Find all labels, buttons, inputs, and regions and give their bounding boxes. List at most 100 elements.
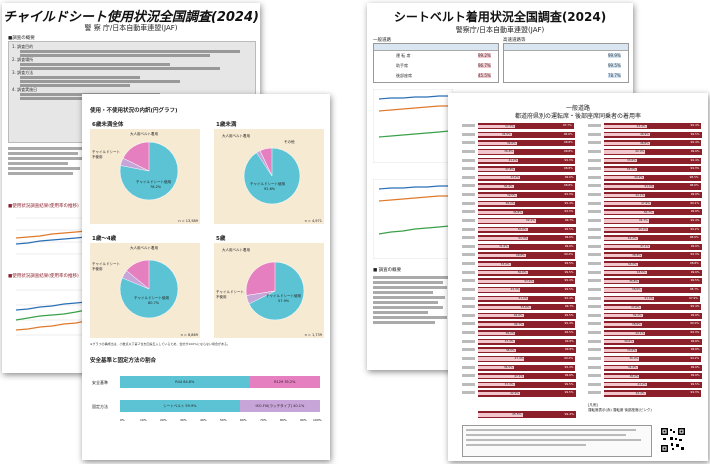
rear-seat-bar: 46.7% (478, 322, 524, 327)
driver-bar: 43.2% 99.6% (478, 174, 576, 181)
driver-bar: 33.6% 99.6% (604, 347, 702, 354)
prefecture-bar-row: 33.2% 99.5% (462, 261, 578, 268)
prefecture-label (462, 244, 475, 248)
rear-seat-bar: 51.4% (604, 184, 655, 189)
rear-seat-bar: 38.2% (478, 331, 516, 335)
rear-seat-value: 37.7% (505, 123, 514, 128)
driver-value: 99.6% (690, 373, 700, 378)
pie-main-value: 80.7% (148, 301, 160, 305)
pie-side-label: チャイルドシート不使用 (92, 150, 120, 159)
stacked-bar-chart: 安全基準 R44 64.8% R129 35.2% 固定方法 シートベルト 59… (90, 366, 324, 446)
prefecture-label (462, 218, 475, 222)
rear-seat-bar: 31.6% (478, 244, 509, 249)
prefecture-label (588, 270, 601, 274)
driver-value: 99.5% (564, 226, 574, 231)
driver-bar: 45.2% 99.2% (604, 226, 702, 233)
pie-side-label: チャイルドシート不使用 (92, 262, 120, 271)
rear-seat-bar: 47.1% (478, 374, 525, 378)
prefecture-bar-row: 47.4% 99.0% (462, 355, 578, 363)
right-chart-2 (373, 179, 453, 259)
prefecture-label (462, 141, 475, 145)
driver-value: 98.6% (689, 235, 699, 240)
prefecture-bar-row: 43.2% 99.6% (462, 174, 578, 181)
driver-bar: 34.5% 98.6% (478, 131, 575, 138)
driver-bar: 45.8% 99.3% (478, 209, 576, 216)
pie-main-label: チャイルドシート使用 (250, 182, 285, 186)
footer-line: [凡例] (588, 403, 598, 407)
driver-value: 99.8% (564, 338, 574, 343)
rear-seat-bar: 33.2% (478, 262, 511, 266)
driver-value: 99.5% (564, 381, 574, 386)
rear-seat-bar: 48.8% (478, 253, 526, 258)
driver-bar: 50.6% 99.5% (478, 269, 576, 276)
pie-main-value: 57.9% (278, 299, 290, 303)
rear-seat-value: 42.9% (510, 390, 520, 395)
rear-seat-bar: 30.6% (604, 339, 634, 344)
driver-bar: 41.2% 99.3% (478, 157, 576, 164)
prefecture-label (462, 313, 475, 317)
rear-seat-value: 38.8% (632, 252, 642, 257)
driver-value: 99.0% (564, 252, 574, 257)
prefecture-bar-row: 45.7% 99.4% (588, 217, 704, 225)
driver-value: 99.6% (690, 338, 700, 343)
rear-seat-value: 42.4% (635, 390, 645, 395)
driver-value: 99.4% (564, 321, 574, 326)
axis-tick: 90% (300, 418, 307, 422)
rear-seat-value: 51.4% (644, 296, 654, 301)
prefecture-bar-row: 34.2% 98.6% (588, 235, 704, 242)
prefecture-bar-row: 37.3% 99.8% (462, 338, 578, 345)
prefecture-bar-row: 39.5% 99.3% (462, 192, 578, 199)
prefecture-label (588, 296, 601, 300)
rear-seat-bar: 36.8% (478, 149, 515, 154)
driver-value: 99.6% (690, 312, 700, 317)
driver-bar: 37.6% 99.4% (604, 304, 702, 311)
driver-bar: 39.6% 98.8% (478, 140, 575, 147)
prefecture-bar-row: 40.9% 98.5% (588, 174, 704, 181)
rear-seat-value: 38.2% (505, 201, 515, 206)
prefecture-label (588, 244, 601, 248)
prefecture-label (588, 175, 601, 179)
driver-value: 98.6% (563, 131, 573, 136)
driver-bar: 35.8% 99.5% (604, 278, 702, 285)
driver-value: 99.4% (690, 217, 700, 222)
rear-seat-value: 51.4% (518, 296, 528, 301)
prefecture-label (462, 356, 475, 360)
rear-seat-value: 45.7% (638, 218, 648, 223)
prefecture-bar-row: 46.9% 99.5% (588, 131, 704, 138)
prefecture-label (462, 167, 475, 171)
prefecture-bar-row: 50.6% 99.5% (462, 269, 578, 276)
rear-seat-bar: 43.4% (604, 124, 647, 128)
prefecture-label (588, 305, 601, 309)
driver-bar: 40.9% 98.5% (604, 174, 701, 181)
driver-bar: 50.7% 99.6% (604, 209, 702, 216)
rear-seat-value: 43.5% (636, 270, 646, 275)
prefecture-label (588, 201, 601, 205)
driver-value: 97.9% (689, 295, 698, 300)
prefecture-label (588, 391, 601, 395)
prefecture-bar-row: 46.7% 99.4% (462, 321, 578, 328)
left-body-text: 1. 調査目的 2. 調査場所 3. 調査方法 4. 調査実施日 (12, 44, 250, 100)
pie-main-value: 92.6% (264, 187, 276, 191)
driver-bar: 39.4% 99.6% (604, 312, 702, 319)
driver-value: 99.8% (564, 347, 574, 352)
driver-bar: 44.2% 99.5% (604, 381, 702, 388)
driver-bar: 57.4% 99.4% (478, 278, 576, 285)
rear-seat-bar: 37.7% (478, 123, 515, 128)
driver-value: 99.3% (564, 192, 574, 196)
prefecture-bar-row: 51.3% 99.6% (462, 235, 578, 242)
rear-seat-value: 43.3% (510, 287, 520, 292)
prefecture-label (462, 331, 475, 334)
axis-tick: 80% (280, 418, 287, 422)
rear-seat-bar: 38.6% (604, 287, 642, 292)
prefecture-bar-row: 50.7% 99.6% (588, 209, 704, 216)
driver-value: 99.5% (690, 278, 700, 283)
rear-seat-bar: 37.3% (478, 382, 515, 387)
driver-value: 99.4% (690, 140, 700, 145)
prefecture-label (588, 262, 601, 265)
rear-seat-value: 36.0% (629, 356, 639, 361)
prefecture-bar-row: 51.4% 98.6% (588, 183, 704, 190)
pie-panel-2: 1歳未満 チャイルドシート使用 92.6% 大人用ベルト着用 その他 n = 4… (214, 120, 324, 224)
driver-bar: 51.4% 99.4% (478, 295, 576, 302)
driver-value: 99.2% (690, 355, 700, 360)
pie-chart (119, 259, 179, 319)
